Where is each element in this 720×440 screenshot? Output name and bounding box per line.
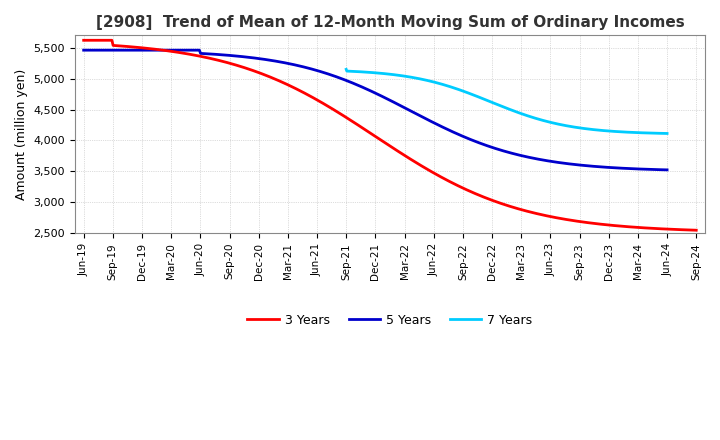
7 Years bbox=[494, 103, 503, 108]
3 Years bbox=[582, 220, 590, 225]
Line: 5 Years: 5 Years bbox=[84, 50, 667, 170]
Line: 7 Years: 7 Years bbox=[346, 70, 667, 133]
7 Years bbox=[605, 128, 613, 134]
3 Years bbox=[692, 227, 701, 233]
7 Years bbox=[533, 116, 541, 121]
5 Years bbox=[649, 167, 657, 172]
7 Years bbox=[496, 103, 505, 108]
3 Years bbox=[79, 38, 88, 43]
5 Years bbox=[395, 103, 404, 108]
3 Years bbox=[411, 159, 420, 165]
3 Years bbox=[678, 227, 686, 232]
Legend: 3 Years, 5 Years, 7 Years: 3 Years, 5 Years, 7 Years bbox=[243, 309, 538, 332]
5 Years bbox=[557, 160, 566, 165]
5 Years bbox=[662, 167, 671, 172]
5 Years bbox=[79, 48, 88, 53]
Title: [2908]  Trend of Mean of 12-Month Moving Sum of Ordinary Incomes: [2908] Trend of Mean of 12-Month Moving … bbox=[96, 15, 684, 30]
7 Years bbox=[342, 67, 351, 72]
3 Years bbox=[374, 136, 382, 141]
5 Years bbox=[356, 84, 365, 89]
Line: 3 Years: 3 Years bbox=[84, 40, 696, 230]
5 Years bbox=[426, 119, 435, 124]
7 Years bbox=[655, 131, 664, 136]
7 Years bbox=[516, 110, 524, 116]
5 Years bbox=[360, 85, 369, 91]
7 Years bbox=[662, 131, 671, 136]
Y-axis label: Amount (million yen): Amount (million yen) bbox=[15, 69, 28, 200]
3 Years bbox=[444, 178, 453, 183]
3 Years bbox=[370, 133, 379, 139]
